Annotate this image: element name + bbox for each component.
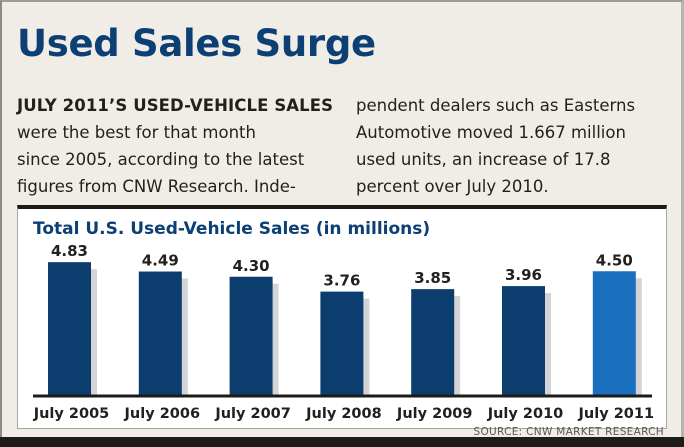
body-line: figures from CNW Research. Inde- bbox=[17, 177, 296, 196]
value-label: 4.49 bbox=[142, 252, 179, 270]
bar bbox=[411, 289, 455, 395]
x-tick-label: July 2010 bbox=[487, 406, 564, 422]
source-credit: SOURCE: CNW MARKET RESEARCH bbox=[473, 426, 664, 438]
body-line: used units, an increase of 17.8 bbox=[356, 150, 611, 169]
body-line: percent over July 2010. bbox=[356, 177, 549, 196]
bar bbox=[138, 271, 182, 395]
body-line: since 2005, according to the latest bbox=[17, 150, 305, 169]
x-tick-label: July 2007 bbox=[214, 406, 291, 422]
value-label: 4.50 bbox=[596, 251, 633, 269]
body-text-left-column: JULY 2011’S USED-VEHICLE SALES were the … bbox=[17, 92, 333, 200]
value-label: 4.30 bbox=[233, 257, 270, 275]
bar bbox=[48, 262, 91, 395]
value-label: 4.83 bbox=[51, 242, 88, 260]
body-text-right-column: pendent dealers such as Easterns Automot… bbox=[356, 92, 635, 200]
value-label: 3.76 bbox=[323, 272, 360, 290]
value-label: 3.96 bbox=[505, 266, 542, 284]
body-line: pendent dealers such as Easterns bbox=[356, 96, 636, 115]
bar bbox=[592, 271, 636, 395]
x-tick-label: July 2006 bbox=[124, 406, 201, 422]
bar bbox=[502, 286, 545, 395]
x-tick-label: July 2005 bbox=[33, 406, 110, 422]
value-label: 3.85 bbox=[414, 269, 451, 287]
bottom-band bbox=[0, 437, 684, 447]
x-tick-label: July 2009 bbox=[396, 406, 473, 422]
body-line-lead: JULY 2011’S USED-VEHICLE SALES bbox=[17, 96, 334, 115]
chart-panel: Total U.S. Used-Vehicle Sales (in millio… bbox=[17, 205, 667, 429]
bar bbox=[320, 291, 364, 395]
x-tick-label: July 2008 bbox=[305, 406, 382, 422]
x-tick-label: July 2011 bbox=[578, 406, 655, 422]
body-line: were the best for that month bbox=[17, 123, 256, 142]
bar bbox=[229, 276, 273, 395]
body-line: Automotive moved 1.667 million bbox=[356, 123, 626, 142]
headline: Used Sales Surge bbox=[17, 22, 376, 65]
chart-title: Total U.S. Used-Vehicle Sales (in millio… bbox=[33, 219, 431, 239]
